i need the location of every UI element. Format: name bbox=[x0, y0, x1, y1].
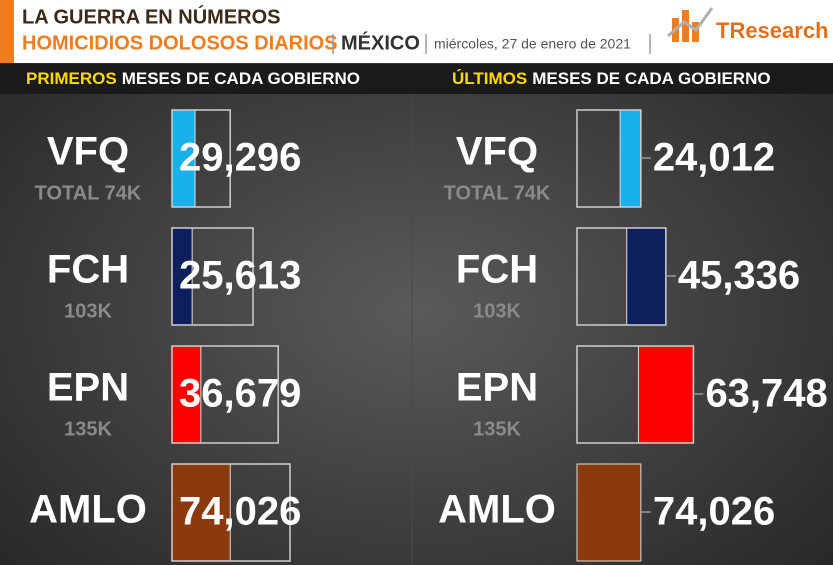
total-outline bbox=[171, 227, 254, 326]
total-label: 135K bbox=[473, 418, 521, 440]
total-outline bbox=[171, 345, 279, 444]
total-outline bbox=[171, 109, 231, 208]
value-label: 45,336 bbox=[678, 254, 800, 298]
bar bbox=[637, 345, 694, 444]
category-label: AMLO bbox=[438, 488, 556, 532]
header-country: MÉXICO bbox=[341, 31, 420, 54]
panel-title-text: MESES DE CADA GOBIERNO bbox=[122, 69, 360, 88]
category-label: FCH bbox=[47, 248, 129, 292]
category-label: VFQ bbox=[456, 130, 538, 174]
brand: TResearch bbox=[716, 18, 829, 43]
value-label: 74,026 bbox=[179, 490, 301, 534]
header-date: miércoles, 27 de enero de 2021 bbox=[434, 36, 631, 52]
logo bbox=[667, 7, 714, 42]
header-subtitle: HOMICIDIOS DOLOSOS DIARIOS bbox=[22, 32, 338, 54]
header-title: LA GUERRA EN NÚMEROS bbox=[22, 4, 281, 28]
value-label: 36,679 bbox=[179, 372, 301, 416]
bar bbox=[626, 227, 667, 326]
category-label: AMLO bbox=[29, 488, 147, 532]
bar bbox=[619, 109, 642, 208]
total-label: 135K bbox=[64, 418, 112, 440]
bar bbox=[171, 345, 202, 444]
value-label: 63,748 bbox=[705, 372, 827, 416]
total-label: TOTAL 74K bbox=[444, 182, 551, 204]
header-accent bbox=[0, 0, 14, 63]
category-label: FCH bbox=[456, 248, 538, 292]
panel-highlight: ÚLTIMOS bbox=[452, 69, 527, 88]
value-label: 25,613 bbox=[179, 254, 301, 298]
value-label: 29,296 bbox=[179, 136, 301, 180]
total-label: 103K bbox=[64, 300, 112, 322]
panel-title: ÚLTIMOS MESES DE CADA GOBIERNO bbox=[452, 69, 771, 88]
value-label: 74,026 bbox=[653, 490, 775, 534]
category-label: VFQ bbox=[47, 130, 129, 174]
panel-title: PRIMEROS MESES DE CADA GOBIERNO bbox=[26, 69, 360, 88]
subheader-bg bbox=[0, 64, 833, 94]
panel-title-text: MESES DE CADA GOBIERNO bbox=[532, 69, 770, 88]
value-label: 24,012 bbox=[653, 136, 775, 180]
category-label: EPN bbox=[456, 366, 538, 410]
total-outline bbox=[171, 463, 291, 562]
category-label: EPN bbox=[47, 366, 129, 410]
total-label: 103K bbox=[473, 300, 521, 322]
total-label: TOTAL 74K bbox=[35, 182, 142, 204]
bar bbox=[576, 463, 642, 562]
panel-highlight: PRIMEROS bbox=[26, 69, 117, 88]
